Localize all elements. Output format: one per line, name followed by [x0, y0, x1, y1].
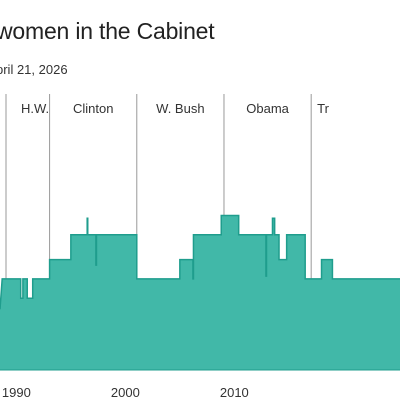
administration-label: H.W.: [21, 101, 49, 116]
x-axis: 1990 2000 2010: [0, 369, 400, 400]
area-layer: [0, 214, 400, 370]
area-fill: [0, 215, 400, 370]
administration-label: W. Bush: [156, 101, 204, 116]
administration-label: Obama: [246, 101, 289, 116]
x-tick-label: 2000: [111, 385, 140, 400]
x-tick-label: 2010: [220, 385, 249, 400]
administration-label: Clinton: [73, 101, 113, 116]
chart-title: women in the Cabinet: [0, 18, 215, 44]
administration-label: Tr: [317, 101, 329, 116]
chart-subtitle: pril 21, 2026: [0, 62, 68, 77]
administration-labels: H.W. Clinton W. Bush Obama Tr: [21, 101, 330, 116]
x-tick-label: 1990: [2, 385, 31, 400]
series-line: [0, 214, 400, 310]
